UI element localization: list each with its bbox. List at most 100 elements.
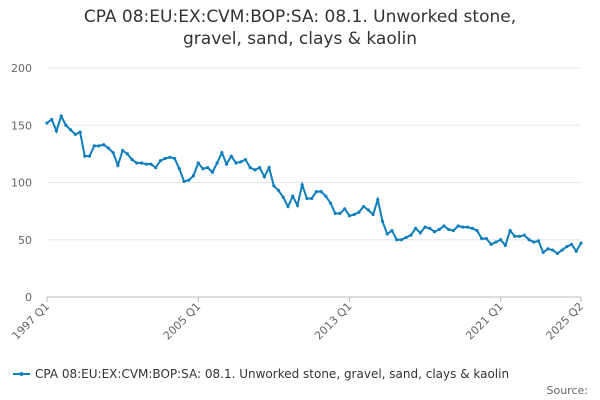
point — [447, 227, 451, 232]
point — [45, 121, 49, 125]
point — [92, 144, 96, 148]
point — [144, 162, 148, 166]
point — [234, 161, 238, 165]
point — [357, 210, 361, 214]
point — [343, 207, 347, 211]
chart-title: CPA 08:EU:EX:CVM:BOP:SA: 08.1. Unworked … — [83, 7, 517, 49]
point — [243, 158, 248, 162]
point — [149, 162, 153, 166]
point — [560, 248, 564, 252]
point — [154, 166, 158, 170]
y-tick-label: 200 — [11, 62, 32, 75]
source: Source: — [547, 384, 589, 397]
y-tick-label: 0 — [25, 291, 32, 304]
point — [565, 245, 569, 249]
point — [432, 230, 437, 234]
point — [196, 161, 200, 165]
series-line — [46, 113, 582, 255]
point — [139, 161, 144, 165]
point — [78, 130, 82, 134]
point — [102, 143, 106, 147]
point — [116, 163, 120, 167]
point — [352, 212, 356, 217]
point — [465, 225, 470, 229]
point — [380, 219, 385, 224]
point — [158, 159, 163, 163]
point — [286, 204, 290, 209]
point — [210, 170, 214, 174]
point — [513, 234, 517, 238]
point — [191, 174, 196, 178]
point — [489, 242, 493, 246]
point — [248, 166, 252, 170]
point — [428, 226, 432, 230]
point — [106, 146, 111, 150]
point — [409, 233, 413, 237]
point — [414, 226, 418, 230]
point — [73, 132, 77, 137]
point — [385, 232, 389, 236]
point — [362, 204, 366, 209]
point — [305, 196, 309, 201]
point — [130, 158, 134, 162]
point — [328, 201, 333, 205]
y-tick-label: 50 — [18, 234, 32, 247]
point — [475, 228, 479, 233]
x-tick-label: 2005 Q1 — [161, 300, 204, 343]
point — [508, 228, 512, 233]
point — [121, 148, 125, 153]
point — [135, 161, 139, 165]
point — [276, 188, 281, 193]
legend-marker — [19, 372, 24, 376]
point — [376, 198, 380, 202]
point — [314, 190, 318, 194]
point — [532, 240, 536, 244]
point — [267, 166, 271, 170]
point — [366, 208, 370, 212]
point — [125, 152, 129, 156]
point — [295, 203, 300, 207]
x-tick-label: 2025 Q2 — [544, 300, 587, 343]
point — [239, 160, 243, 164]
point — [64, 123, 68, 127]
point — [480, 237, 484, 241]
point — [177, 167, 181, 171]
point — [319, 190, 323, 194]
point — [423, 225, 427, 229]
legend-label: CPA 08:EU:EX:CVM:BOP:SA: 08.1. Unworked … — [35, 367, 509, 381]
point — [300, 183, 304, 187]
point — [347, 214, 352, 218]
point — [272, 184, 276, 188]
point — [182, 179, 186, 183]
point — [390, 228, 394, 233]
point — [206, 166, 210, 170]
point — [442, 224, 446, 228]
y-tick-label: 100 — [11, 177, 32, 190]
point — [484, 237, 489, 241]
point — [522, 233, 526, 237]
point — [224, 162, 229, 166]
point — [395, 238, 399, 242]
point — [470, 226, 474, 230]
point — [451, 228, 456, 233]
point — [536, 239, 541, 243]
point — [253, 168, 257, 172]
point — [83, 154, 87, 158]
point — [371, 212, 375, 217]
point — [338, 211, 342, 216]
point — [54, 129, 59, 133]
point — [50, 117, 54, 122]
point — [168, 155, 172, 159]
point — [258, 166, 262, 170]
point — [541, 250, 545, 254]
point — [579, 241, 583, 245]
point — [517, 234, 522, 238]
point — [163, 156, 167, 161]
point — [574, 249, 578, 253]
point — [87, 154, 92, 158]
point — [291, 194, 295, 198]
point — [324, 194, 328, 198]
point — [494, 240, 498, 244]
